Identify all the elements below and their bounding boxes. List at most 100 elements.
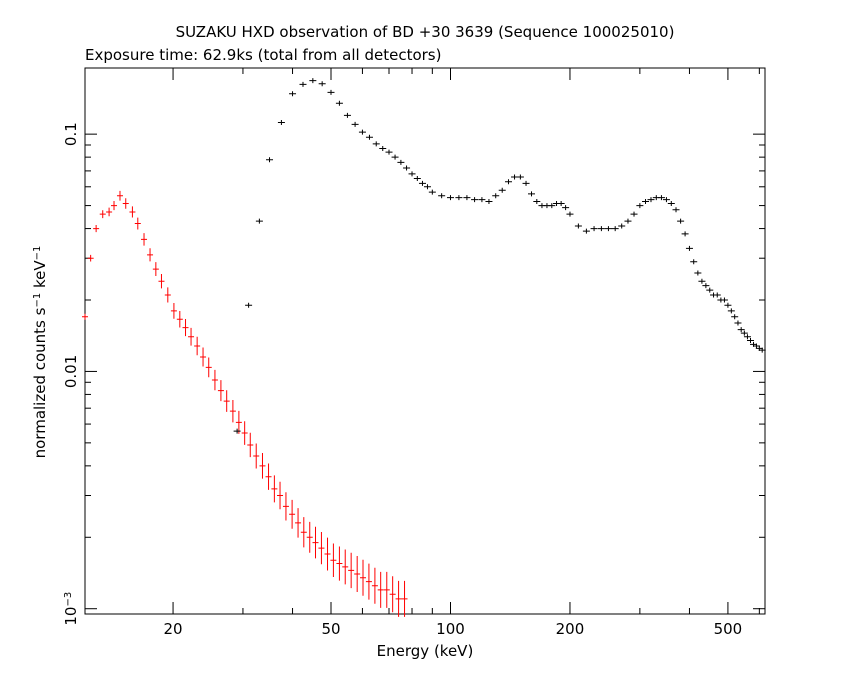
data-point <box>438 193 446 199</box>
data-point <box>277 481 284 510</box>
data-point <box>330 543 337 578</box>
data-point <box>667 201 675 207</box>
data-point <box>147 248 154 262</box>
data-point <box>401 580 408 617</box>
data-point <box>498 187 506 193</box>
data-point <box>200 347 207 367</box>
data-point <box>351 121 359 127</box>
y-axis-label: normalized counts s−1 keV−1 <box>31 246 49 459</box>
data-point <box>630 211 638 217</box>
data-point <box>624 218 632 224</box>
data-point <box>295 508 302 538</box>
data-point <box>397 159 405 165</box>
data-point <box>672 207 680 213</box>
data-point <box>233 428 241 434</box>
data-point <box>706 287 714 293</box>
data-point <box>309 78 317 84</box>
data-point <box>478 197 486 203</box>
data-point <box>255 218 263 224</box>
data-point <box>657 195 665 201</box>
data-point <box>758 347 766 353</box>
data-point <box>471 197 479 203</box>
data-point <box>335 100 343 106</box>
data-point <box>463 195 471 201</box>
data-point <box>747 338 755 344</box>
data-point <box>734 320 742 326</box>
data-point <box>557 201 565 207</box>
data-point <box>694 270 702 276</box>
y-axis-label-prefix: normalized counts s <box>31 307 49 458</box>
data-point <box>737 327 745 333</box>
y-tick-label: 0.01 <box>62 355 80 388</box>
data-point <box>277 119 285 125</box>
data-point <box>312 526 319 559</box>
data-point <box>336 546 343 581</box>
data-point <box>122 198 129 209</box>
data-point <box>111 200 118 211</box>
data-point <box>141 233 148 246</box>
data-point <box>582 228 590 234</box>
data-point <box>358 129 366 135</box>
data-point <box>129 206 136 218</box>
data-point <box>408 171 416 177</box>
data-point <box>423 184 431 190</box>
data-point <box>289 499 296 529</box>
data-point <box>235 410 242 434</box>
data-point <box>662 197 670 203</box>
series-1 <box>233 78 766 434</box>
data-point <box>516 174 524 180</box>
data-point <box>428 189 436 195</box>
data-point <box>740 330 748 336</box>
data-point <box>182 319 189 337</box>
x-tick-labels: 20 50 100 200 500 <box>164 620 743 638</box>
data-point <box>685 245 693 251</box>
data-point <box>597 226 605 232</box>
data-point <box>164 287 171 303</box>
plot-frame <box>84 67 766 615</box>
data-point <box>87 254 94 262</box>
data-point <box>752 343 760 349</box>
data-point <box>229 399 236 423</box>
data-point <box>647 197 655 203</box>
data-point <box>385 149 393 155</box>
data-point <box>245 302 253 308</box>
data-point <box>377 571 384 608</box>
data-point <box>360 559 367 596</box>
data-point <box>562 205 570 211</box>
y-tick-label: 10−3 <box>62 592 80 626</box>
data-point <box>743 334 751 340</box>
data-point <box>379 145 387 151</box>
data-point <box>528 191 536 197</box>
data-point <box>342 549 349 585</box>
chart-title: SUZAKU HXD observation of BD +30 3639 (S… <box>176 23 675 41</box>
data-point <box>170 302 177 319</box>
data-point <box>93 224 100 233</box>
axis-ticks <box>85 68 765 614</box>
data-point <box>522 180 530 186</box>
data-point <box>99 210 106 219</box>
y-tick-labels: 10−3 0.01 0.1 <box>62 122 80 625</box>
data-point <box>618 223 626 229</box>
data-point <box>720 297 728 303</box>
data-point <box>727 308 735 314</box>
data-point <box>282 492 289 521</box>
data-point <box>106 207 113 217</box>
data-point <box>324 537 331 571</box>
data-point <box>259 453 266 479</box>
data-point <box>446 195 454 201</box>
series-0 <box>82 190 408 617</box>
data-point <box>116 190 123 201</box>
data-point <box>343 112 351 118</box>
data-point <box>217 380 224 402</box>
data-point <box>241 421 248 445</box>
y-axis-label-middle: keV <box>31 260 49 293</box>
data-point <box>365 134 373 140</box>
data-point <box>327 89 335 95</box>
y-axis-label-exp2: −1 <box>32 246 43 261</box>
y-tick-label: 0.1 <box>62 122 80 146</box>
data-point <box>188 327 195 346</box>
data-point <box>205 357 212 378</box>
data-point <box>371 567 378 604</box>
data-point <box>418 180 426 186</box>
